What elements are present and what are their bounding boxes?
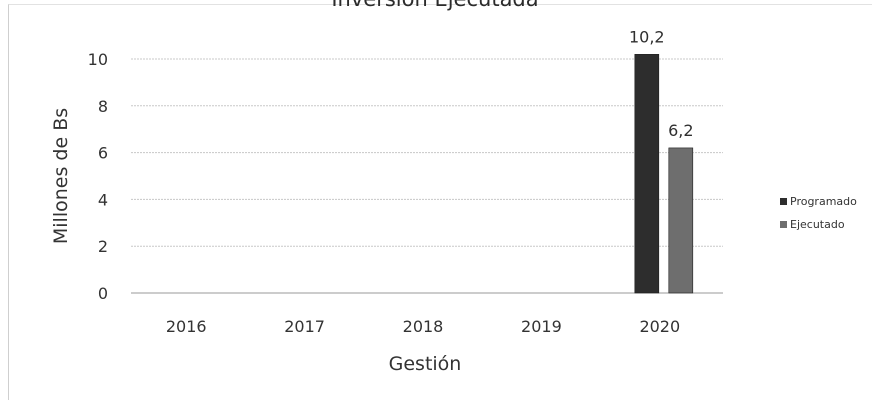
y-tick-label: 4	[98, 190, 108, 209]
chart-frame	[8, 4, 872, 400]
y-tick-label: 6	[98, 144, 108, 163]
x-tick-label: 2016	[166, 317, 207, 336]
chart-title: Inversión Ejecutada	[331, 0, 538, 11]
legend-label-ejecutado: Ejecutado	[790, 218, 845, 231]
bars	[634, 54, 694, 294]
x-tick-label: 2018	[403, 317, 444, 336]
x-tick-label: 2020	[639, 317, 680, 336]
y-tick-label: 10	[88, 50, 108, 69]
y-axis-title: Millones de Bs	[50, 108, 72, 244]
y-axis-ticks: 0 2 4 6 8 10	[88, 50, 108, 303]
x-axis-title: Gestión	[389, 353, 462, 375]
y-tick-label: 2	[98, 237, 108, 256]
x-tick-label: 2017	[284, 317, 325, 336]
y-tick-label: 0	[98, 284, 108, 303]
legend-swatch-ejecutado	[780, 221, 787, 228]
x-axis-ticks: 2016 2017 2018 2019 2020	[166, 317, 680, 336]
x-tick-label: 2019	[521, 317, 562, 336]
data-label-programado: 10,2	[629, 27, 665, 46]
bar-ejecutado-2020	[668, 147, 694, 294]
legend: Programado Ejecutado	[780, 195, 857, 231]
data-label-ejecutado: 6,2	[668, 121, 693, 140]
y-tick-label: 8	[98, 97, 108, 116]
legend-swatch-programado	[780, 198, 787, 205]
legend-label-programado: Programado	[790, 195, 857, 208]
data-labels: 10,2 6,2	[629, 27, 694, 140]
bar-programado-2020	[634, 54, 660, 294]
gridlines	[131, 58, 723, 294]
